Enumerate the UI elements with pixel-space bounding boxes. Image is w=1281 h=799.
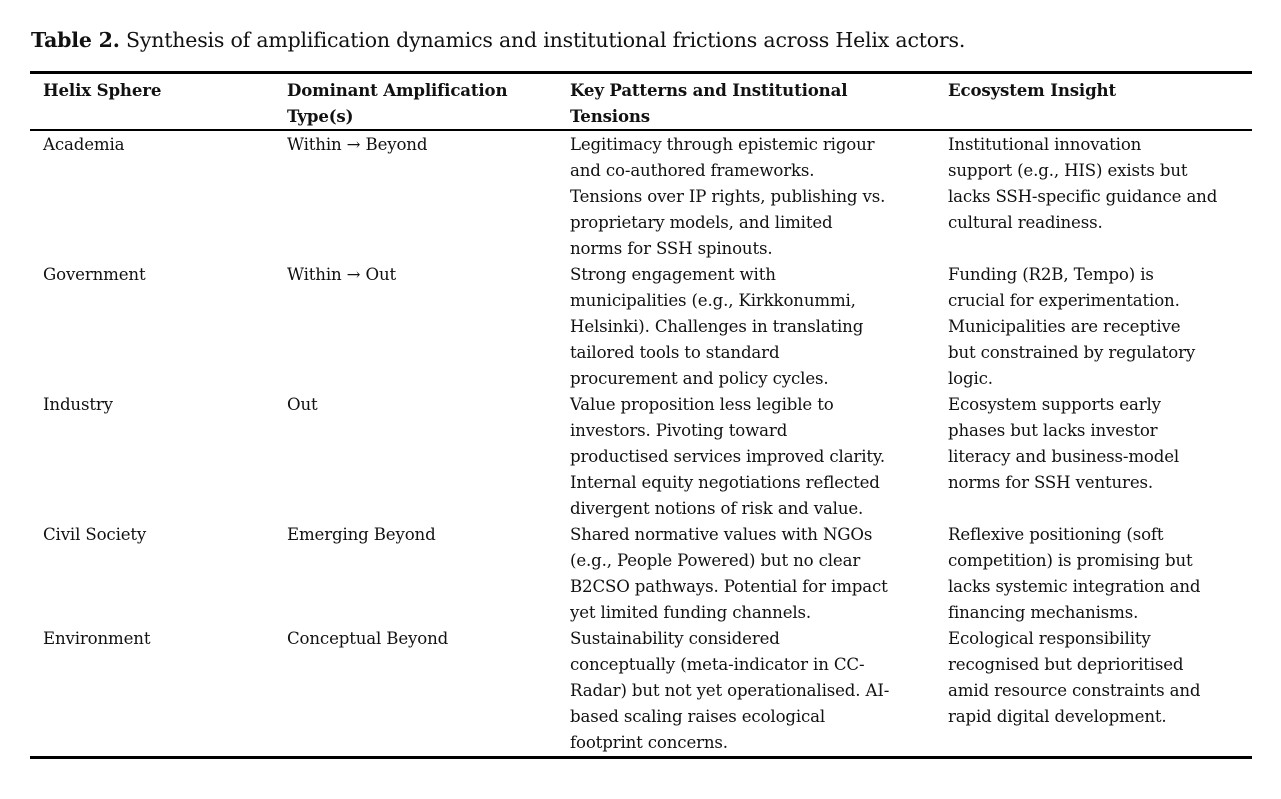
cell-insight: Ecosystem supports early phases but lack…: [948, 395, 1180, 492]
header-key-patterns: Key Patterns and Institutional Tensions: [570, 80, 848, 126]
cell-patterns: Legitimacy through epistemic rigour and …: [570, 135, 886, 258]
cell-insight: Funding (R2B, Tempo) is crucial for expe…: [948, 265, 1196, 388]
cell-insight: Ecological responsibility recognised but…: [948, 629, 1201, 726]
cell-patterns: Sustainability considered conceptually (…: [570, 629, 890, 752]
cell-type: Out: [287, 395, 318, 414]
cell-sphere: Environment: [43, 629, 151, 648]
cell-patterns: Shared normative values with NGOs (e.g.,…: [570, 525, 888, 622]
cell-type: Within → Beyond: [287, 135, 428, 154]
table-row: Government Within → Out Strong engagemen…: [30, 262, 1252, 392]
cell-sphere: Industry: [43, 395, 113, 414]
header-helix-sphere: Helix Sphere: [43, 80, 162, 100]
table-row: Academia Within → Beyond Legitimacy thro…: [30, 130, 1252, 262]
table-caption: Table 2. Synthesis of amplification dyna…: [31, 28, 965, 52]
table-row: Industry Out Value proposition less legi…: [30, 392, 1252, 522]
cell-insight: Institutional innovation support (e.g., …: [948, 135, 1218, 232]
cell-insight: Reflexive positioning (soft competition)…: [948, 525, 1201, 622]
table-row: Environment Conceptual Beyond Sustainabi…: [30, 626, 1252, 758]
cell-type: Emerging Beyond: [287, 525, 436, 544]
cell-type: Conceptual Beyond: [287, 629, 449, 648]
cell-patterns: Value proposition less legible to invest…: [570, 395, 886, 518]
header-ecosystem-insight: Ecosystem Insight: [948, 80, 1116, 100]
cell-sphere: Government: [43, 265, 146, 284]
cell-patterns: Strong engagement with municipalities (e…: [570, 265, 864, 388]
cell-sphere: Civil Society: [43, 525, 147, 544]
synthesis-table: Helix Sphere Dominant Amplification Type…: [30, 71, 1252, 759]
header-amplification-type: Dominant Amplification Type(s): [287, 80, 508, 126]
table-label: Table 2.: [31, 28, 120, 52]
caption-text: Synthesis of amplification dynamics and …: [119, 28, 966, 52]
cell-type: Within → Out: [287, 265, 397, 284]
cell-sphere: Academia: [43, 135, 125, 154]
table-row: Civil Society Emerging Beyond Shared nor…: [30, 522, 1252, 626]
header-row: Helix Sphere Dominant Amplification Type…: [30, 72, 1252, 130]
